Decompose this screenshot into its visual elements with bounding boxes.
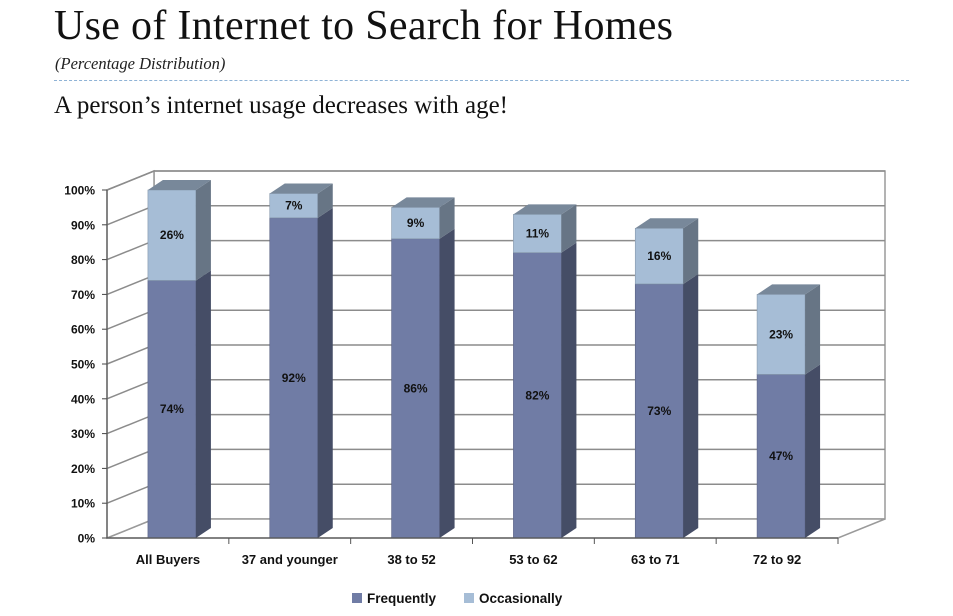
x-category-label: All Buyers — [136, 552, 200, 567]
bar-side — [805, 284, 821, 375]
bar-top — [147, 180, 211, 190]
bar-segment-frequently: 73% — [634, 273, 699, 539]
bar-side — [317, 207, 333, 538]
legend-swatch — [464, 593, 474, 603]
title-divider — [54, 80, 909, 81]
bar-front — [756, 374, 806, 539]
y-tick-label: 100% — [64, 184, 95, 198]
y-tick-label: 20% — [71, 462, 95, 476]
bar-segment-frequently: 74% — [147, 270, 211, 539]
y-axis: 0% 10% 20% 30% 40% 50% 60% 70% 80% 90% 100% — [64, 184, 108, 546]
data-label: 86% — [404, 381, 428, 395]
y-tick-label: 10% — [71, 497, 95, 511]
data-label: 47% — [769, 449, 793, 463]
page-subtitle: (Percentage Distribution) — [55, 54, 226, 73]
data-label: 26% — [160, 228, 184, 242]
bar-front — [147, 189, 197, 281]
bar-front — [634, 227, 684, 285]
bar-side — [561, 204, 577, 253]
data-label: 9% — [407, 216, 425, 230]
data-label: 74% — [160, 402, 184, 416]
legend-item-occasionally: Occasionally — [464, 591, 563, 606]
bar-front — [391, 238, 440, 539]
y-tick-label: 80% — [71, 253, 95, 267]
bar-side — [195, 270, 211, 538]
bar-segment-occasionally: 9% — [391, 197, 455, 240]
legend-swatch — [352, 593, 362, 603]
page-title: Use of Internet to Search for Homes — [54, 3, 674, 49]
bar-segment-frequently: 86% — [391, 228, 455, 539]
bar-segment-occasionally: 23% — [756, 284, 821, 375]
x-category-label: 37 and younger — [242, 552, 338, 567]
bar-segment-frequently: 47% — [756, 364, 821, 539]
bar-front — [756, 294, 806, 375]
data-label: 92% — [282, 371, 306, 385]
gridline — [106, 170, 885, 191]
bar-top — [269, 183, 333, 194]
data-label: 11% — [526, 227, 550, 241]
bar-segment-occasionally: 16% — [634, 218, 699, 285]
data-label: 16% — [647, 249, 671, 263]
data-label: 82% — [525, 388, 549, 402]
bar-segment-frequently: 92% — [269, 207, 333, 539]
data-label: 73% — [647, 404, 671, 418]
x-category-label: 53 to 62 — [509, 552, 557, 567]
bar-side — [683, 218, 699, 284]
bar-front — [513, 252, 562, 539]
x-axis: All Buyers 37 and younger 38 to 52 53 to 62… — [107, 537, 839, 567]
bar-segment-occasionally: 7% — [269, 183, 333, 219]
bar-side — [683, 273, 699, 538]
bar-top — [635, 218, 699, 229]
bar-segment-occasionally: 26% — [147, 180, 211, 281]
bar-side — [195, 180, 211, 281]
y-tick-label: 70% — [71, 288, 95, 302]
y-tick-label: 50% — [71, 358, 95, 372]
bar-front — [513, 214, 562, 253]
chart-bars: 74% 26% 92% 7% 86% 9% 82% 11% 73% 16% 47% 23% — [147, 180, 821, 539]
bar-side — [317, 183, 333, 218]
bar-side — [561, 242, 577, 538]
x-category-label: 63 to 71 — [631, 552, 679, 567]
bar-front — [147, 280, 197, 539]
bar-side — [805, 364, 821, 538]
bar-top — [513, 204, 577, 215]
bar-side — [439, 197, 455, 239]
legend-label: Frequently — [367, 591, 437, 606]
x-category-label: 72 to 92 — [753, 552, 801, 567]
y-tick-label: 60% — [71, 323, 95, 337]
y-tick-label: 40% — [71, 392, 95, 406]
bar-top — [391, 197, 455, 208]
data-label: 23% — [769, 327, 793, 341]
x-category-label: 38 to 52 — [387, 552, 435, 567]
legend: Frequently Occasionally — [352, 591, 563, 606]
bar-top — [757, 284, 821, 295]
bar-segment-occasionally: 11% — [513, 204, 577, 253]
bar-side — [439, 228, 455, 538]
legend-label: Occasionally — [479, 591, 563, 606]
bar-segment-frequently: 82% — [513, 242, 577, 539]
data-label: 7% — [285, 199, 303, 213]
y-tick-label: 90% — [71, 218, 95, 232]
y-tick-label: 30% — [71, 427, 95, 441]
bar-front — [269, 217, 319, 539]
legend-item-frequently: Frequently — [352, 591, 437, 606]
y-tick-label: 0% — [78, 532, 96, 546]
bar-front — [269, 193, 319, 219]
headline: A person’s internet usage decreases with… — [54, 92, 509, 119]
